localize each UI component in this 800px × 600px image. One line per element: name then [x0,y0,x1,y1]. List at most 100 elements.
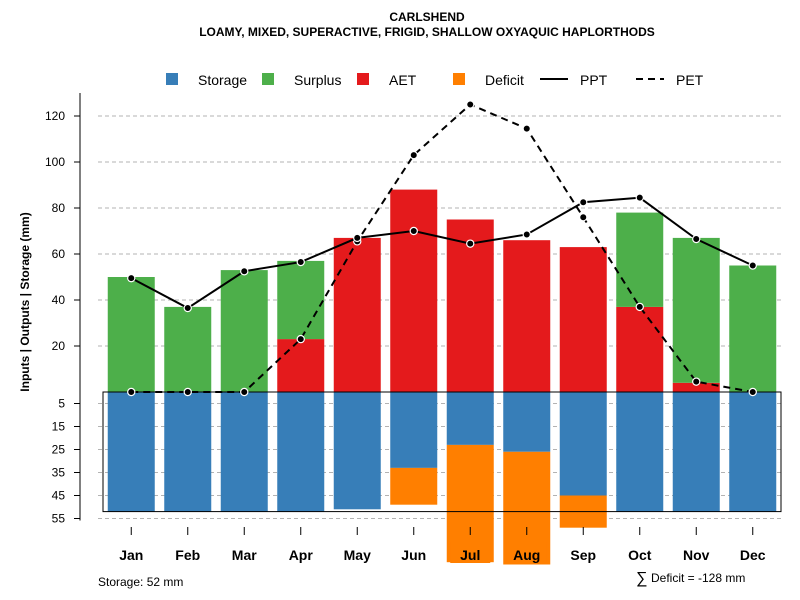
x-tick-label-may: May [344,547,371,563]
x-tick-label-oct: Oct [628,547,652,563]
bar-storage-aug [503,392,551,452]
chart-title: CARLSHEND [389,10,465,24]
bar-surplus-mar [220,270,268,392]
bar-surplus-dec [729,265,777,392]
bar-surplus-feb [164,306,212,392]
bar-storage-mar [220,392,268,512]
x-tick-label-apr: Apr [289,547,314,563]
bar-surplus-jan [107,277,155,392]
y-tick-label-lower-35: 35 [52,466,66,480]
y-tick-label-upper-80: 80 [52,201,66,215]
bar-storage-dec [729,392,777,512]
point-ppt-aug [522,230,531,239]
point-pet-nov [692,377,701,386]
axes: 20 40 60 80 100 120 5 15 25 35 45 55 Jan Feb Mar Apr May… [45,93,766,563]
bar-aet-apr [277,339,325,392]
point-pet-oct [635,302,644,312]
y-tick-label-lower-45: 45 [52,489,66,503]
point-pet-apr [296,334,305,344]
bar-aet-jun [390,189,438,392]
y-axis-label: Inputs | Outputs | Storage (mm) [18,212,32,391]
point-ppt-dec [748,261,757,270]
x-tick-label-jul: Jul [460,547,480,563]
x-tick-label-jan: Jan [119,547,143,563]
x-tick-label-nov: Nov [683,547,710,563]
bar-surplus-nov [672,237,720,383]
y-tick-label-upper-100: 100 [45,155,65,169]
x-tick-label-dec: Dec [740,547,766,563]
legend-swatch-deficit [453,73,465,85]
y-tick-label-upper-60: 60 [52,247,66,261]
bar-deficit-jun [390,467,438,505]
legend-label-deficit: Deficit [485,72,524,88]
gridlines [98,115,781,519]
month-highlight-aug [506,542,547,563]
x-tick-label-feb: Feb [175,547,200,563]
legend-label-ppt: PPT [580,72,608,88]
bar-aet-may [333,237,381,392]
legend-label-pet: PET [676,72,704,88]
point-pet-sep [579,212,588,222]
bar-aet-nov [672,382,720,392]
bar-storage-jun [390,392,438,468]
point-pet-feb [183,387,192,397]
y-tick-label-lower-15: 15 [52,420,66,434]
point-ppt-jun [409,226,418,236]
x-tick-label-sep: Sep [570,547,596,563]
bar-storage-jan [107,392,155,512]
point-ppt-feb [183,303,192,313]
legend: Storage Surplus AET Deficit PPT PET [166,72,704,88]
line-pet [131,103,753,393]
legend-label-storage: Storage [198,72,247,88]
y-tick-label-upper-40: 40 [52,293,66,307]
point-ppt-oct [635,193,644,202]
point-pet-aug [522,124,531,133]
legend-label-surplus: Surplus [294,72,341,88]
chart-subtitle: LOAMY, MIXED, SUPERACTIVE, FRIGID, SHALL… [199,25,655,39]
point-pet-jul [466,100,475,109]
series-lines [127,100,757,397]
point-ppt-jul [466,239,475,248]
point-ppt-may [353,233,362,243]
bar-storage-nov [672,392,720,512]
bar-aet-oct [616,306,664,392]
bar-storage-may [333,392,381,510]
y-tick-label-lower-55: 55 [52,512,66,526]
bar-storage-jul [446,392,494,445]
deficit-sum-symbol: ∑ [636,570,647,587]
x-tick-label-jun: Jun [401,547,426,563]
point-pet-jun [409,150,418,160]
bar-aet-sep [559,247,607,392]
bars [102,189,782,565]
y-tick-label-lower-5: 5 [58,397,65,411]
bar-aet-aug [503,240,551,392]
point-pet-dec [748,387,757,397]
legend-swatch-storage [166,73,178,85]
point-pet-mar [240,387,249,397]
point-ppt-jan [127,273,136,283]
y-tick-label-upper-120: 120 [45,109,65,123]
storage-note: Storage: 52 mm [98,575,183,589]
bar-surplus-apr [277,260,325,340]
deficit-note: Deficit = -128 mm [651,571,745,585]
point-ppt-nov [692,234,701,244]
bar-storage-sep [559,392,607,496]
y-tick-label-lower-25: 25 [52,443,66,457]
y-tick-label-upper-20: 20 [52,339,66,353]
bar-storage-apr [277,392,325,512]
bar-surplus-oct [616,212,664,307]
legend-swatch-surplus [262,73,274,85]
point-ppt-sep [579,198,588,207]
bar-storage-feb [164,392,212,512]
x-tick-label-aug: Aug [513,547,540,563]
line-ppt [130,196,754,310]
month-highlight-jul [450,542,491,563]
point-pet-jan [127,387,136,397]
legend-label-aet: AET [389,72,417,88]
bar-aet-jul [446,219,494,392]
legend-swatch-aet [357,73,369,85]
bar-storage-oct [616,392,664,512]
point-ppt-mar [240,267,249,276]
